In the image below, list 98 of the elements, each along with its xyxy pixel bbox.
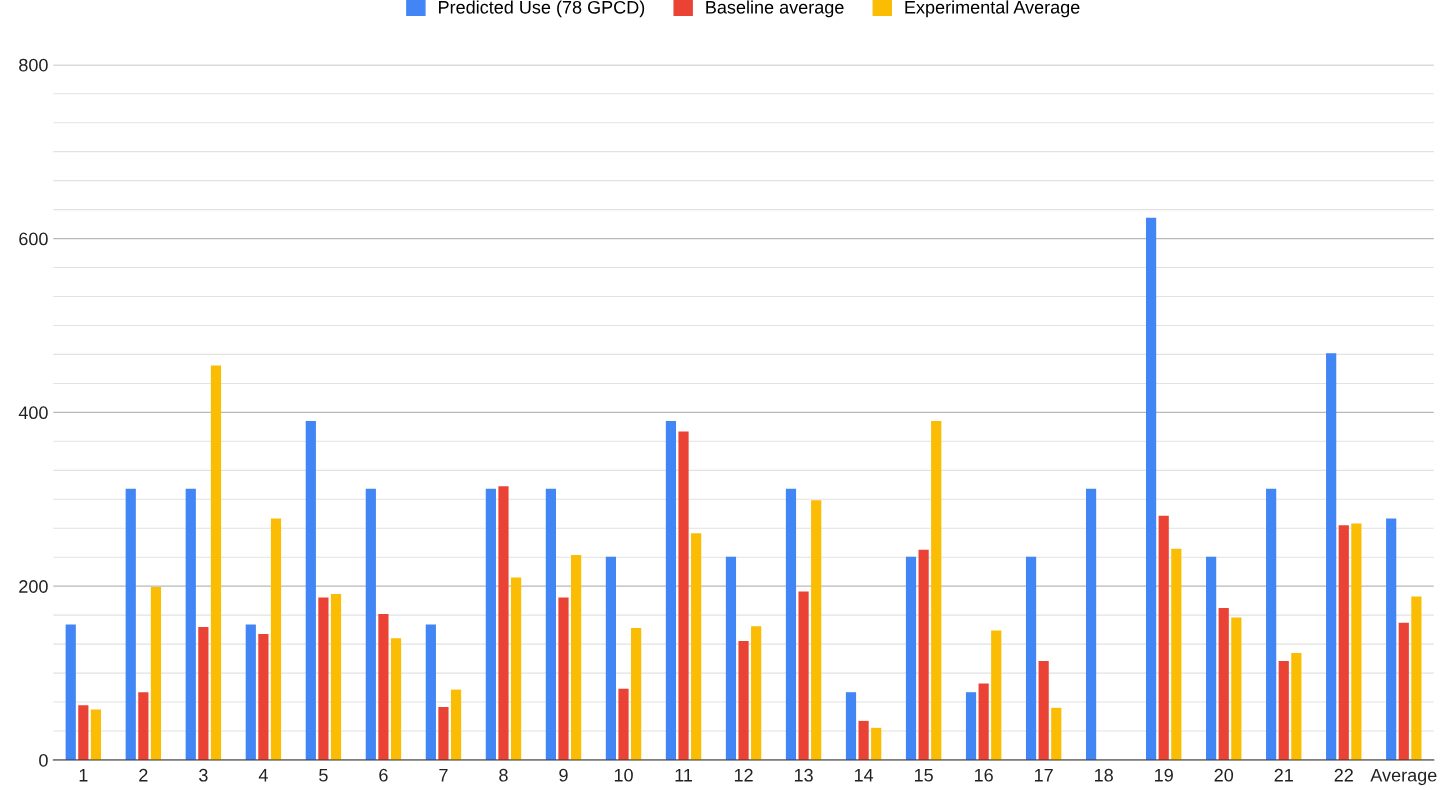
bar (390, 638, 402, 760)
bar (978, 683, 989, 760)
bar (618, 688, 629, 760)
bar (365, 488, 376, 760)
bar (558, 597, 569, 760)
bar (1158, 515, 1169, 760)
bar (1218, 607, 1229, 760)
bar (738, 640, 749, 760)
bar (1338, 525, 1349, 760)
bar (270, 518, 282, 760)
x-tick-label: 6 (379, 768, 388, 782)
legend-label: Baseline average (706, 0, 844, 18)
x-tick-label: 8 (499, 768, 508, 782)
bar (1038, 660, 1049, 760)
bar (245, 624, 256, 760)
x-tick-label: 18 (1095, 768, 1113, 782)
bar (198, 627, 209, 760)
legend-label: Predicted Use (78 GPCD) (439, 0, 645, 18)
bar (931, 421, 942, 760)
bar (1266, 488, 1277, 760)
bar (1351, 523, 1362, 760)
bar (78, 705, 89, 760)
x-tick-label: 13 (794, 768, 813, 782)
legend-label: Experimental Average (905, 0, 1080, 18)
x-tick-label: 5 (319, 768, 328, 782)
bar (150, 587, 162, 760)
bar (725, 556, 737, 760)
bar (65, 624, 76, 760)
x-tick-label: 20 (1214, 768, 1234, 782)
bar (1146, 217, 1157, 760)
bar (1386, 518, 1397, 760)
bar (665, 421, 677, 760)
bar (798, 591, 809, 760)
bar (1051, 707, 1062, 760)
bar (905, 556, 917, 760)
x-tick-label: 2 (139, 768, 148, 782)
bar (691, 533, 702, 760)
bar (258, 633, 269, 760)
bar (871, 727, 882, 760)
y-tick-label: 600 (19, 232, 48, 246)
bar (1231, 617, 1242, 760)
x-tick-label: 14 (854, 768, 874, 782)
x-tick-label: Average (1370, 768, 1437, 786)
bar (845, 692, 857, 760)
bar (858, 720, 869, 760)
bar (305, 421, 316, 760)
bar (678, 431, 689, 760)
bar (485, 488, 496, 760)
bar (1326, 353, 1337, 760)
bar (210, 365, 222, 760)
x-tick-label: 9 (559, 768, 568, 782)
x-tick-label: 7 (439, 768, 448, 782)
x-tick-label: 22 (1334, 768, 1353, 782)
y-tick-label: 0 (39, 753, 48, 767)
bar (318, 597, 329, 760)
bar (498, 486, 509, 760)
x-tick-label: 16 (974, 768, 993, 782)
bar (1206, 556, 1217, 760)
x-tick-label: 21 (1274, 768, 1293, 782)
x-tick-label: 4 (258, 768, 268, 782)
x-tick-label: 11 (675, 768, 693, 782)
bar (965, 692, 977, 760)
bar (378, 613, 389, 760)
bar (1411, 596, 1422, 760)
y-tick-label: 200 (19, 580, 48, 593)
x-tick-label: 19 (1155, 768, 1173, 782)
bar (125, 488, 136, 760)
bar (1025, 556, 1037, 760)
bar (510, 577, 522, 760)
bar (785, 488, 797, 760)
bar (571, 554, 582, 760)
bar (605, 556, 617, 760)
bar (991, 630, 1002, 760)
bar (1171, 548, 1182, 760)
bar (330, 594, 342, 760)
bar (545, 488, 556, 760)
x-tick-label: 17 (1035, 768, 1053, 782)
bar (185, 488, 196, 760)
bar (138, 692, 149, 760)
x-tick-label: 1 (79, 768, 88, 782)
bar (918, 549, 929, 760)
bar (438, 706, 449, 760)
bar (1291, 653, 1302, 760)
bar (1278, 660, 1289, 760)
bar (450, 689, 462, 760)
bar (631, 627, 642, 760)
x-tick-label: 15 (914, 768, 933, 782)
x-tick-label: 3 (199, 768, 208, 782)
y-tick-label: 400 (18, 406, 48, 420)
bar (751, 626, 762, 760)
x-tick-label: 10 (614, 768, 633, 782)
bar (1398, 622, 1409, 760)
bar (811, 500, 822, 760)
bar (1085, 488, 1097, 760)
bar (425, 624, 436, 760)
bar (90, 709, 102, 760)
x-tick-label: 12 (734, 768, 753, 782)
y-tick-label: 800 (19, 58, 48, 72)
